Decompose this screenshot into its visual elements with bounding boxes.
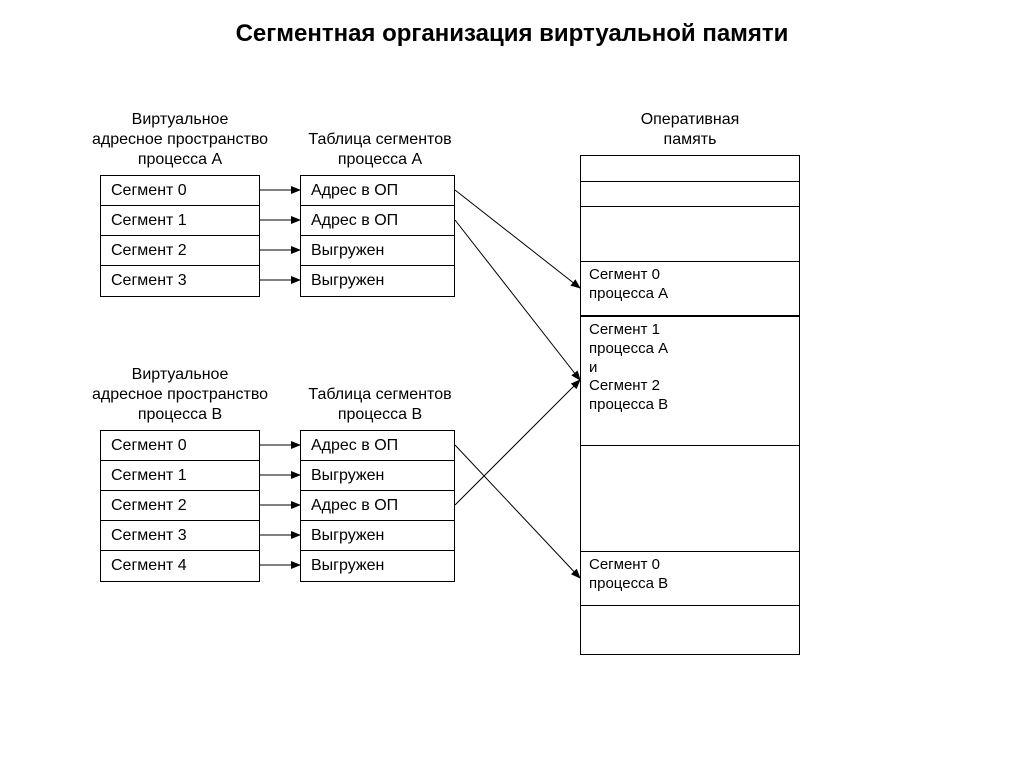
table-row: Выгружен	[301, 266, 454, 296]
ram-segment: Сегмент 0процесса А	[581, 261, 799, 316]
label-seg-table-b: Таблица сегментовпроцесса В	[290, 385, 470, 425]
table-row: Выгружен	[301, 236, 454, 266]
ram-segment: Сегмент 0процесса В	[581, 551, 799, 606]
ram-segment: Сегмент 1процесса АиСегмент 2процесса В	[581, 316, 799, 446]
table-row: Сегмент 0	[101, 176, 259, 206]
ram-container: Сегмент 0процесса АСегмент 1процесса АиС…	[580, 155, 800, 655]
label-ram: Оперативнаяпамять	[580, 110, 800, 150]
table-row: Сегмент 3	[101, 521, 259, 551]
table-row: Адрес в ОП	[301, 176, 454, 206]
table-row: Адрес в ОП	[301, 431, 454, 461]
label-vas-a: Виртуальноеадресное пространствопроцесса…	[60, 110, 300, 170]
table-row: Выгружен	[301, 551, 454, 581]
label-vas-b: Виртуальноеадресное пространствопроцесса…	[60, 365, 300, 425]
table-row: Сегмент 2	[101, 236, 259, 266]
ram-blank-row	[581, 206, 799, 261]
label-seg-table-a: Таблица сегментовпроцесса А	[290, 130, 470, 170]
table-row: Сегмент 1	[101, 206, 259, 236]
table-row: Сегмент 4	[101, 551, 259, 581]
table-row: Адрес в ОП	[301, 206, 454, 236]
seg-table-a: Адрес в ОПАдрес в ОПВыгруженВыгружен	[300, 175, 455, 297]
table-row: Сегмент 0	[101, 431, 259, 461]
table-row: Сегмент 1	[101, 461, 259, 491]
vas-a-table: Сегмент 0Сегмент 1Сегмент 2Сегмент 3	[100, 175, 260, 297]
table-row: Выгружен	[301, 461, 454, 491]
table-row: Выгружен	[301, 521, 454, 551]
diagram-title: Сегментная организация виртуальной памят…	[0, 20, 1024, 48]
vas-b-table: Сегмент 0Сегмент 1Сегмент 2Сегмент 3Сегм…	[100, 430, 260, 582]
seg-table-b: Адрес в ОПВыгруженАдрес в ОПВыгруженВыгр…	[300, 430, 455, 582]
table-row: Сегмент 3	[101, 266, 259, 296]
ram-blank-row	[581, 181, 799, 206]
table-row: Сегмент 2	[101, 491, 259, 521]
table-row: Адрес в ОП	[301, 491, 454, 521]
